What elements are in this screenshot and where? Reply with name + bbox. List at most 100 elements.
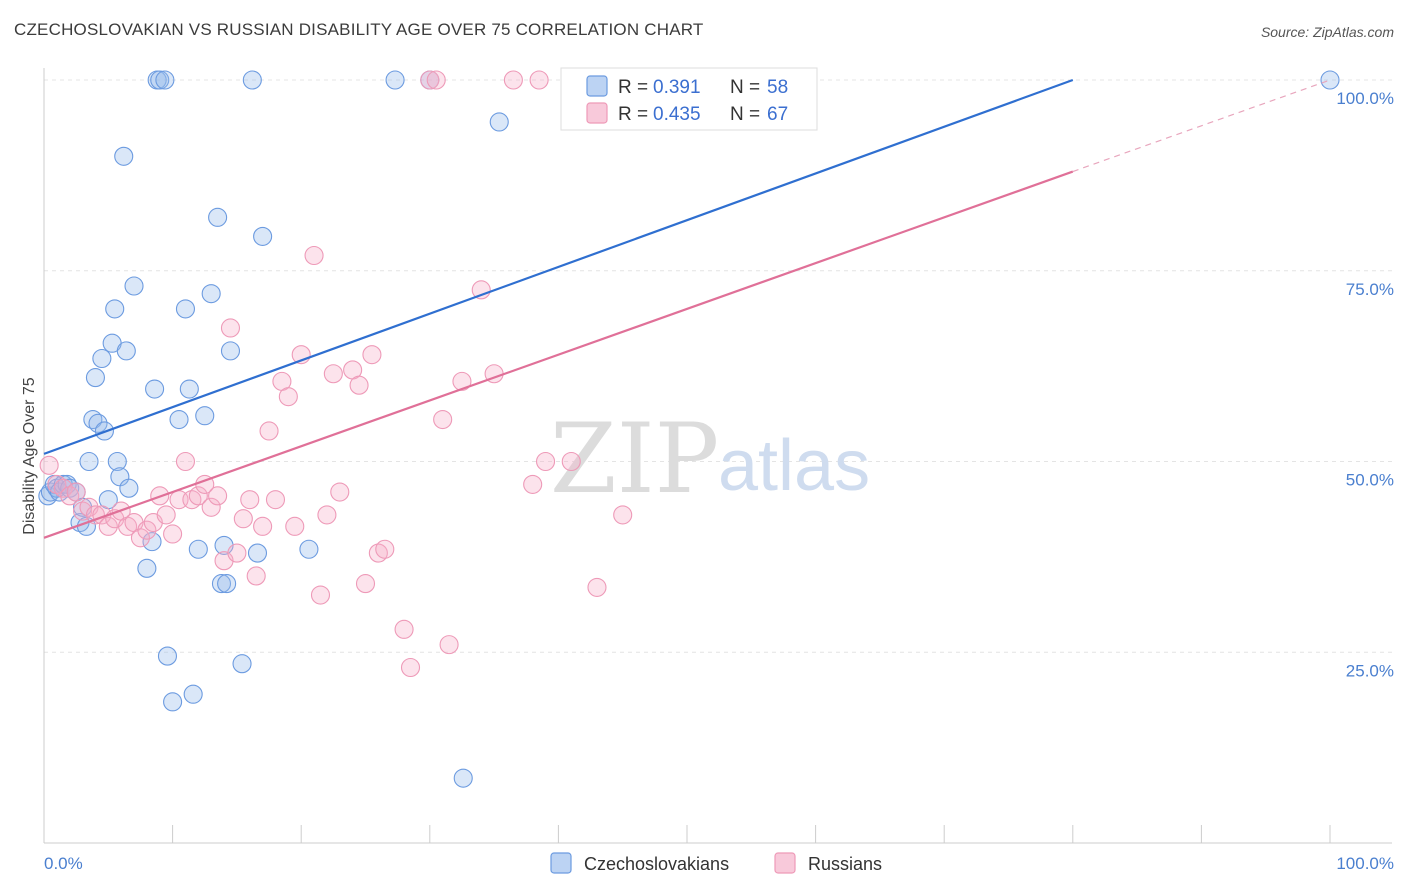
russian-point-37 (278, 387, 298, 407)
russian-point-41 (310, 585, 331, 605)
legend-r-value-2: 0.435 (653, 104, 701, 125)
russian-point-63 (535, 451, 556, 472)
russian-point-19 (163, 524, 183, 544)
czechoslovakian-point-31 (150, 70, 170, 90)
russian-point-65 (587, 577, 607, 597)
russian-point-0 (39, 455, 59, 475)
czechoslovakian-point-24 (116, 341, 136, 361)
russian-point-9 (98, 516, 118, 536)
grid-lines (44, 79, 1392, 653)
russian-point-56 (439, 635, 459, 655)
legend-n-value-2: 67 (767, 104, 788, 125)
trend-lines (43, 78, 1331, 539)
czechoslovakian-trend-line (43, 78, 1074, 455)
russian-point-66 (613, 505, 633, 525)
czechoslovakian-point-14 (85, 368, 105, 388)
czechoslovakian-point-47 (232, 654, 252, 674)
russian-point-47 (355, 574, 376, 594)
russian-point-40 (304, 245, 324, 266)
russian-point-28 (220, 318, 241, 338)
series-swatch-czechoslovakians (550, 852, 572, 874)
czechoslovakian-point-20 (105, 299, 125, 319)
russian-point-23 (188, 486, 208, 506)
russian-point-18 (156, 505, 176, 525)
czechoslovakian-point-16 (92, 348, 112, 369)
series-legend: Czechoslovakians Russians (550, 852, 882, 874)
czechoslovakian-point-54 (453, 768, 473, 788)
legend-swatch-czechoslovakians (586, 75, 608, 97)
russian-point-60 (503, 70, 523, 90)
y-tick-label-0: 25.0% (1346, 661, 1394, 680)
czechoslovakian-point-42 (208, 207, 228, 227)
czechoslovakian-point-35 (169, 409, 189, 430)
czechoslovakian-point-34 (163, 692, 183, 712)
czechoslovakian-point-36 (175, 299, 196, 319)
y-tick-label-2: 75.0% (1346, 280, 1394, 299)
russian-point-2 (53, 478, 73, 498)
axes (43, 68, 1392, 844)
russian-point-48 (362, 345, 382, 365)
czechoslovakian-point-46 (220, 341, 241, 361)
russian-point-15 (137, 520, 157, 540)
russian-point-46 (349, 375, 369, 395)
russian-point-35 (265, 490, 286, 510)
russian-point-21 (175, 451, 196, 472)
legend-n-value-1: 58 (767, 77, 788, 98)
czechoslovakian-point-12 (79, 451, 99, 472)
czechoslovakian-point-29 (145, 379, 165, 399)
czechoslovakian-point-38 (183, 684, 203, 704)
russian-point-29 (227, 543, 247, 563)
czechoslovakian-point-48 (242, 70, 262, 90)
czechoslovakian-point-28 (142, 532, 162, 552)
czechoslovakian-point-25 (119, 478, 139, 498)
czechoslovakian-point-33 (157, 646, 178, 666)
legend-n-label-1: N = (730, 77, 760, 98)
russian-point-55 (433, 409, 453, 430)
russian-point-43 (323, 364, 343, 384)
czechoslovakian-point-37 (179, 379, 199, 399)
y-tick-label-1: 50.0% (1346, 471, 1394, 490)
russian-point-62 (529, 70, 549, 90)
czechoslovakian-point-52 (385, 70, 405, 90)
czechoslovakian-point-27 (137, 558, 157, 578)
correlation-legend: R = 0.391 N = 58 R = 0.435 N = 67 (560, 67, 818, 131)
russian-point-4 (66, 482, 86, 502)
czechoslovakian-point-51 (299, 539, 319, 559)
legend-r-label-1: R = (618, 77, 648, 98)
czechoslovakian-point-39 (188, 539, 208, 559)
czechoslovakian-point-32 (155, 70, 175, 90)
y-axis-label: Disability Age Over 75 (21, 377, 38, 535)
russian-trend-line (43, 170, 1074, 539)
czechoslovakian-point-21 (107, 451, 127, 472)
russian-point-30 (233, 509, 253, 529)
russian-point-57 (452, 371, 472, 391)
czechoslovakian-point-45 (217, 574, 237, 594)
russian-point-64 (561, 451, 581, 472)
czechoslovakian-point-41 (201, 284, 221, 304)
czechoslovakian-point-56 (1320, 70, 1340, 90)
series-swatch-russians (774, 852, 796, 874)
russian-point-26 (208, 486, 228, 506)
russian-point-25 (201, 497, 221, 517)
series-label-russians: Russians (808, 854, 882, 874)
source-credit: Source: ZipAtlas.com (1260, 24, 1394, 40)
russian-point-50 (375, 539, 395, 559)
watermark-atlas: atlas (718, 426, 870, 506)
legend-r-label-2: R = (618, 104, 648, 125)
legend-n-label-2: N = (730, 104, 760, 125)
russian-point-31 (240, 490, 260, 510)
czechoslovakian-point-50 (253, 226, 273, 246)
y-tick-label-3: 100.0% (1336, 89, 1394, 108)
russian-point-44 (330, 482, 350, 502)
czechoslovakian-point-23 (114, 146, 134, 166)
russian-point-34 (259, 421, 279, 441)
russian-trend-extension (1072, 79, 1331, 173)
russian-point-7 (85, 505, 105, 525)
russian-point-42 (317, 505, 337, 525)
russian-point-61 (523, 474, 543, 494)
czechoslovakian-point-15 (88, 413, 108, 433)
czechoslovakian-point-26 (124, 276, 144, 296)
legend-swatch-russians (586, 102, 608, 124)
series-label-czechoslovakians: Czechoslovakians (584, 854, 729, 874)
